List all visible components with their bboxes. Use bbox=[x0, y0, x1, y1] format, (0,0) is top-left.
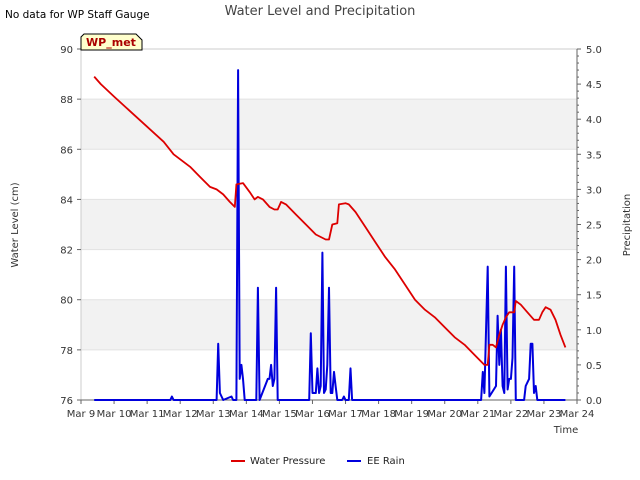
x-axis-title: Time bbox=[553, 425, 578, 436]
site-label-box: WP_met bbox=[80, 33, 143, 51]
x-tick-label: Mar 11 bbox=[130, 409, 165, 420]
x-tick-label: Mar 23 bbox=[527, 409, 562, 420]
left-y-tick-label: 88 bbox=[60, 95, 73, 106]
legend-label-water-pressure: Water Pressure bbox=[250, 456, 325, 467]
right-y-tick-label: 1.0 bbox=[586, 326, 602, 337]
legend-label-ee-rain: EE Rain bbox=[367, 456, 405, 467]
x-tick-label: Mar 13 bbox=[196, 409, 231, 420]
left-y-axis: 76 78 80 82 84 86 88 90 bbox=[60, 45, 81, 407]
legend: Water Pressure EE Rain bbox=[231, 456, 405, 467]
grid-band bbox=[81, 99, 577, 150]
left-axis-title: Water Level (cm) bbox=[10, 182, 21, 267]
left-y-tick-label: 90 bbox=[60, 45, 73, 56]
x-tick-label: Mar 21 bbox=[460, 409, 495, 420]
left-y-tick-label: 78 bbox=[60, 346, 73, 357]
x-tick-label: Mar 10 bbox=[97, 409, 132, 420]
series-water-pressure bbox=[93, 76, 567, 366]
right-y-tick-label: 0.5 bbox=[586, 361, 602, 372]
site-label: WP_met bbox=[86, 36, 136, 49]
x-tick-label: Mar 19 bbox=[394, 409, 429, 420]
right-y-tick-label: 2.0 bbox=[586, 256, 602, 267]
right-y-tick-label: 4.0 bbox=[586, 115, 602, 126]
no-data-note: No data for WP Staff Gauge bbox=[5, 9, 150, 21]
x-tick-label: Mar 14 bbox=[229, 409, 264, 420]
x-tick-label: Mar 17 bbox=[328, 409, 363, 420]
x-tick-label: Mar 22 bbox=[493, 409, 528, 420]
left-y-tick-label: 76 bbox=[60, 396, 73, 407]
x-tick-label: Mar 16 bbox=[295, 409, 330, 420]
left-y-tick-label: 86 bbox=[60, 145, 73, 156]
x-tick-label: Mar 24 bbox=[560, 409, 595, 420]
right-y-tick-label: 4.5 bbox=[586, 80, 602, 91]
right-y-tick-label: 3.5 bbox=[586, 150, 602, 161]
right-y-tick-label: 0.0 bbox=[586, 396, 602, 407]
right-y-axis: 0.0 0.5 1.0 1.5 2.0 2.5 3.0 3.5 4.0 4.5 5.0 bbox=[576, 45, 602, 407]
x-tick-label: Mar 15 bbox=[262, 409, 297, 420]
x-tick-label: Mar 9 bbox=[67, 409, 95, 420]
x-tick-label: Mar 18 bbox=[361, 409, 396, 420]
chart-title: Water Level and Precipitation bbox=[225, 4, 416, 19]
series-layer bbox=[93, 69, 567, 401]
left-y-tick-label: 80 bbox=[60, 296, 73, 307]
x-tick-label: Mar 20 bbox=[427, 409, 462, 420]
right-y-tick-label: 5.0 bbox=[586, 45, 602, 56]
left-y-tick-label: 84 bbox=[60, 195, 73, 206]
x-tick-label: Mar 12 bbox=[163, 409, 198, 420]
right-y-tick-label: 2.5 bbox=[586, 221, 602, 232]
left-y-tick-label: 82 bbox=[60, 246, 73, 257]
series-ee-rain bbox=[94, 69, 566, 401]
site-label-tag bbox=[80, 33, 143, 51]
right-y-tick-label: 3.0 bbox=[586, 185, 602, 196]
right-axis-title: Precipitation bbox=[622, 194, 633, 257]
right-y-tick-label: 1.5 bbox=[586, 291, 602, 302]
grid-band bbox=[81, 199, 577, 250]
